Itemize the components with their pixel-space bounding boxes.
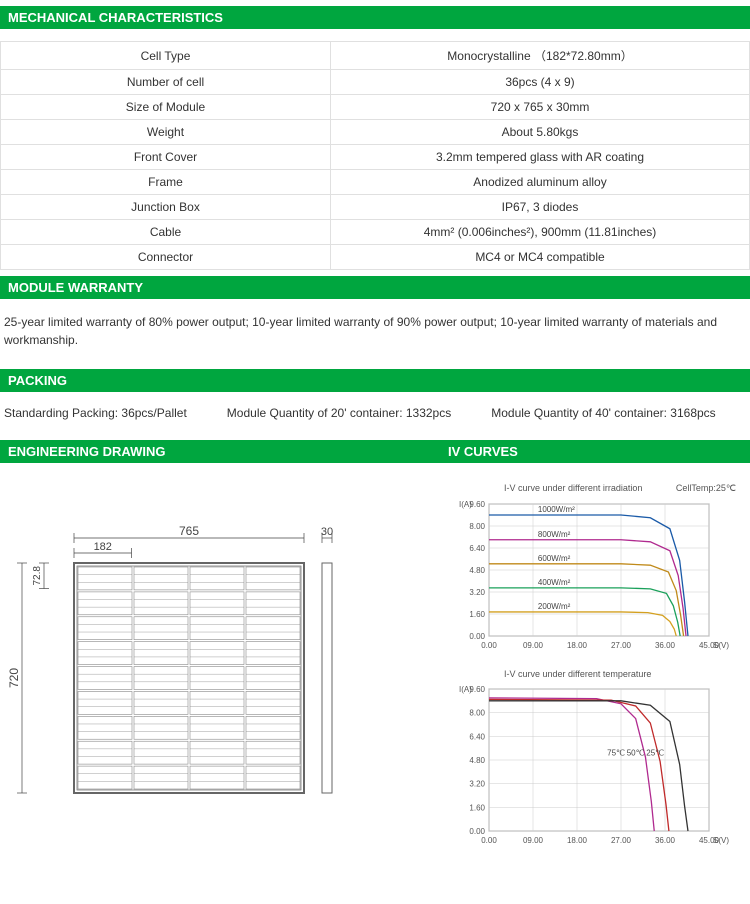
header-eng-iv: ENGINEERING DRAWING IV CURVES — [0, 440, 750, 463]
svg-text:1.60: 1.60 — [469, 803, 485, 812]
svg-text:50℃: 50℃ — [627, 749, 645, 758]
packing-standard: Standarding Packing: 36pcs/Pallet — [4, 406, 187, 420]
svg-text:3.20: 3.20 — [469, 588, 485, 597]
spec-label: Connector — [1, 245, 331, 270]
svg-text:72.8: 72.8 — [32, 566, 43, 586]
svg-text:09.00: 09.00 — [523, 836, 544, 845]
spec-value: Monocrystalline （182*72.80mm） — [331, 42, 750, 70]
header-mechanical: MECHANICAL CHARACTERISTICS — [0, 6, 750, 29]
svg-text:200W/m²: 200W/m² — [538, 602, 571, 611]
svg-text:6.40: 6.40 — [469, 544, 485, 553]
svg-text:36.00: 36.00 — [655, 836, 676, 845]
svg-text:25℃: 25℃ — [646, 749, 664, 758]
svg-text:0.00: 0.00 — [469, 632, 485, 641]
spec-row: ConnectorMC4 or MC4 compatible — [1, 245, 750, 270]
spec-label: Cell Type — [1, 42, 331, 70]
spec-value: IP67, 3 diodes — [331, 195, 750, 220]
svg-text:6.40: 6.40 — [469, 732, 485, 741]
header-ivcurves: IV CURVES — [448, 444, 742, 459]
spec-label: Number of cell — [1, 70, 331, 95]
spec-value: Anodized aluminum alloy — [331, 170, 750, 195]
warranty-text: 25-year limited warranty of 80% power ou… — [0, 299, 750, 363]
spec-value: 4mm² (0.006inches²), 900mm (11.81inches) — [331, 220, 750, 245]
packing-40ft: Module Quantity of 40' container: 3168pc… — [491, 406, 715, 420]
spec-value: About 5.80kgs — [331, 120, 750, 145]
svg-text:36.00: 36.00 — [655, 641, 676, 650]
iv-curves-block: I-V curve under different irradiation Ce… — [444, 483, 746, 864]
spec-row: Cell TypeMonocrystalline （182*72.80mm） — [1, 42, 750, 70]
spec-row: Number of cell36pcs (4 x 9) — [1, 70, 750, 95]
svg-text:0.00: 0.00 — [481, 836, 497, 845]
svg-text:1000W/m²: 1000W/m² — [538, 505, 575, 514]
spec-row: WeightAbout 5.80kgs — [1, 120, 750, 145]
svg-text:0.00: 0.00 — [481, 641, 497, 650]
spec-value: MC4 or MC4 compatible — [331, 245, 750, 270]
svg-text:0.00: 0.00 — [469, 827, 485, 836]
chart-temperature: I-V curve under different temperature 0.… — [444, 669, 746, 854]
svg-text:30: 30 — [321, 526, 333, 538]
spec-row: Front Cover3.2mm tempered glass with AR … — [1, 145, 750, 170]
spec-label: Weight — [1, 120, 331, 145]
spec-row: Size of Module720 x 765 x 30mm — [1, 95, 750, 120]
engineering-drawing: 765 182 30 720 72.8 — [4, 483, 424, 864]
svg-text:4.80: 4.80 — [469, 566, 485, 575]
chart-irradiation: I-V curve under different irradiation Ce… — [444, 483, 746, 659]
spec-label: Cable — [1, 220, 331, 245]
spec-row: Cable4mm² (0.006inches²), 900mm (11.81in… — [1, 220, 750, 245]
svg-text:720: 720 — [7, 668, 21, 688]
svg-text:I(A): I(A) — [459, 685, 472, 694]
spec-label: Junction Box — [1, 195, 331, 220]
header-packing: PACKING — [0, 369, 750, 392]
svg-text:I(A): I(A) — [459, 500, 472, 509]
svg-text:8.00: 8.00 — [469, 709, 485, 718]
svg-text:182: 182 — [94, 541, 112, 553]
packing-20ft: Module Quantity of 20' container: 1332pc… — [227, 406, 451, 420]
svg-text:S(V): S(V) — [713, 641, 729, 650]
spec-row: Junction BoxIP67, 3 diodes — [1, 195, 750, 220]
header-warranty: MODULE WARRANTY — [0, 276, 750, 299]
chart1-title: I-V curve under different irradiation — [504, 483, 642, 494]
svg-text:800W/m²: 800W/m² — [538, 530, 571, 539]
svg-text:09.00: 09.00 — [523, 641, 544, 650]
svg-text:27.00: 27.00 — [611, 836, 632, 845]
svg-text:S(V): S(V) — [713, 836, 729, 845]
header-engineering: ENGINEERING DRAWING — [8, 444, 448, 459]
svg-text:27.00: 27.00 — [611, 641, 632, 650]
svg-text:4.80: 4.80 — [469, 756, 485, 765]
svg-text:600W/m²: 600W/m² — [538, 554, 571, 563]
spec-value: 720 x 765 x 30mm — [331, 95, 750, 120]
chart2-title: I-V curve under different temperature — [504, 669, 651, 679]
spec-value: 36pcs (4 x 9) — [331, 70, 750, 95]
svg-text:765: 765 — [179, 524, 199, 538]
svg-text:1.60: 1.60 — [469, 610, 485, 619]
svg-text:8.00: 8.00 — [469, 522, 485, 531]
packing-row: Standarding Packing: 36pcs/Pallet Module… — [0, 392, 750, 434]
spec-label: Size of Module — [1, 95, 331, 120]
svg-text:18.00: 18.00 — [567, 836, 588, 845]
chart1-subtitle: CellTemp:25℃ — [676, 483, 736, 494]
svg-text:75℃: 75℃ — [607, 749, 625, 758]
spec-label: Front Cover — [1, 145, 331, 170]
spec-label: Frame — [1, 170, 331, 195]
svg-text:400W/m²: 400W/m² — [538, 578, 571, 587]
svg-text:18.00: 18.00 — [567, 641, 588, 650]
spec-value: 3.2mm tempered glass with AR coating — [331, 145, 750, 170]
svg-text:3.20: 3.20 — [469, 780, 485, 789]
spec-row: FrameAnodized aluminum alloy — [1, 170, 750, 195]
spec-table: Cell TypeMonocrystalline （182*72.80mm）Nu… — [0, 41, 750, 270]
